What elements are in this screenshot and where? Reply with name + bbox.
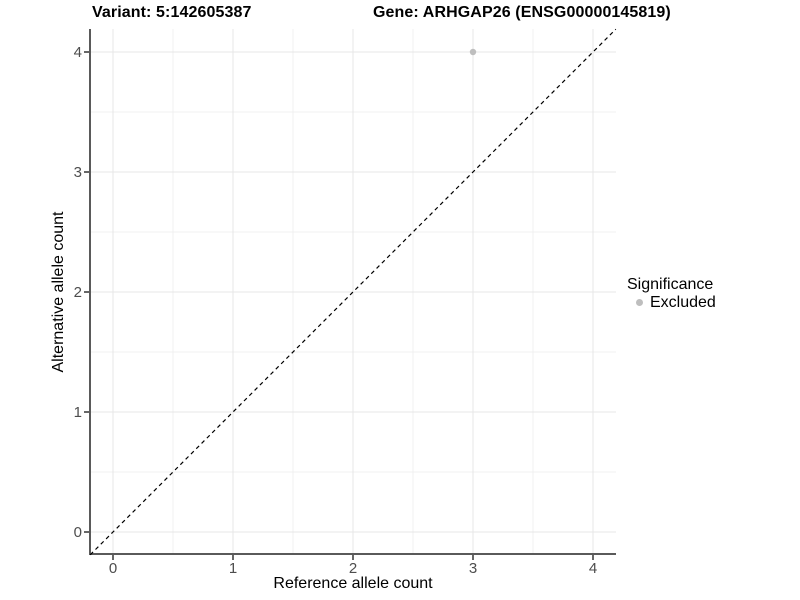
y-tick-label: 3 [73,164,82,181]
y-tick-label: 1 [73,404,82,421]
x-tick-label: 2 [348,560,358,577]
y-tick-label: 2 [73,284,82,301]
y-tick-label: 0 [73,524,82,541]
x-tick-label: 1 [228,560,238,577]
x-axis-title: Reference allele count [273,575,433,592]
y-tick-label: 4 [73,44,82,61]
legend: Significance Excluded [627,276,716,311]
legend-title: Significance [627,276,714,293]
variant-title: Variant: 5:142605387 [92,4,252,21]
identity-reference-line [89,28,617,556]
x-tick-label: 3 [468,560,478,577]
legend-entry-label: Excluded [650,294,716,311]
data-point [469,48,477,56]
x-tick-label: 4 [588,560,598,577]
excluded-point-icon [636,299,643,306]
gene-title: Gene: ARHGAP26 (ENSG00000145819) [373,4,671,21]
x-tick-label: 0 [108,560,118,577]
legend-entry-excluded: Excluded [627,294,716,311]
